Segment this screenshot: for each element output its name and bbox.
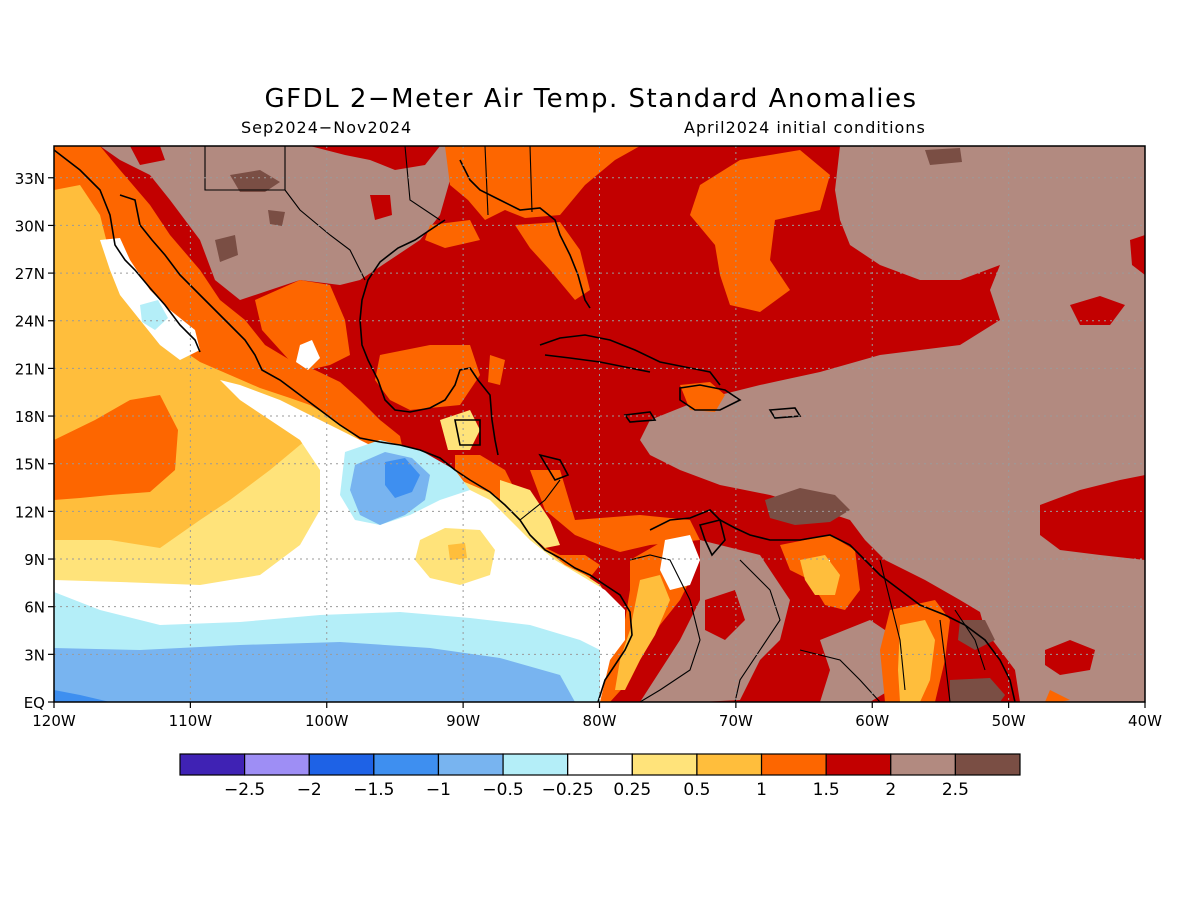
anomaly-region-us-red-2 bbox=[370, 195, 392, 220]
anomaly-region-sa-brown-east bbox=[820, 620, 900, 702]
anomaly-region-pacific-orange-dot bbox=[448, 543, 467, 560]
colorbar-swatch bbox=[244, 753, 310, 776]
anomaly-region-atlantic-red-streak bbox=[1040, 475, 1145, 560]
lon-tick-label: 70W bbox=[719, 712, 753, 730]
colorbar-swatch bbox=[890, 753, 956, 776]
anomaly-region-sa-yellow bbox=[615, 575, 670, 690]
anomaly-region-mexico-white bbox=[296, 340, 320, 370]
lon-tick-label: 50W bbox=[992, 712, 1026, 730]
anomaly-region-ven-yellow bbox=[800, 555, 840, 595]
colorbar-swatch bbox=[373, 753, 440, 776]
lat-tick-label: 30N bbox=[15, 217, 45, 235]
forecast-period: Sep2024−Nov2024 bbox=[241, 118, 413, 137]
anomaly-region-pacific-blue-edge bbox=[54, 690, 110, 702]
lat-tick-label: 27N bbox=[15, 265, 45, 283]
lat-tick-label: 9N bbox=[24, 551, 45, 569]
political-borders bbox=[204, 146, 986, 702]
colorbar-swatch bbox=[696, 753, 763, 776]
colorbar-label: −2.5 bbox=[224, 780, 265, 800]
lon-tick-label: 40W bbox=[1128, 712, 1162, 730]
anomaly-region-sa-red-cell bbox=[705, 590, 745, 640]
anomaly-region-2.5 bbox=[215, 148, 1005, 702]
lat-tick-label: 18N bbox=[15, 408, 45, 426]
colorbar-label: 1 bbox=[756, 780, 767, 800]
lat-tick-label: 15N bbox=[15, 456, 45, 474]
lon-tick-label: 110W bbox=[169, 712, 213, 730]
colorbar-swatch bbox=[437, 753, 504, 776]
anomaly-region-atlantic-red-cell bbox=[1070, 296, 1125, 325]
anomaly-region-gulf-tehuantepec-deepblue bbox=[385, 458, 420, 498]
lon-tick-label: 90W bbox=[446, 712, 480, 730]
anomaly-region-atlantic-brown bbox=[640, 146, 1145, 702]
anomaly-region-pacific-blue bbox=[54, 642, 575, 702]
colorbar-label: −2 bbox=[297, 780, 322, 800]
colorbar-swatch bbox=[567, 753, 633, 776]
lat-tick-label: 3N bbox=[24, 646, 45, 664]
coastlines bbox=[54, 149, 1016, 702]
colorbar-label: −1 bbox=[426, 780, 451, 800]
colorbar-label: 2.5 bbox=[942, 780, 969, 800]
lat-tick-label: 33N bbox=[15, 170, 45, 188]
lat-tick-label: 12N bbox=[15, 503, 45, 521]
anomaly-region-ca-white bbox=[660, 535, 700, 590]
anomaly-region-pacific-orange-cell bbox=[54, 395, 178, 500]
colorbar: −2.5 −2 −1.5 −1 −0.5 −0.25 0.25 0.5 1 1.5 2 2.5 bbox=[179, 753, 1021, 800]
colorbar-label: 1.5 bbox=[813, 780, 840, 800]
colorbar-swatch bbox=[308, 753, 375, 776]
colorbar-label: −1.5 bbox=[353, 780, 394, 800]
lat-tick-label: 21N bbox=[15, 360, 45, 378]
lat-tick-label: EQ bbox=[24, 694, 45, 712]
colorbar-swatch bbox=[631, 753, 698, 776]
colorbar-swatch bbox=[954, 753, 1021, 776]
colorbar-label: 0.5 bbox=[683, 780, 710, 800]
lon-tick-label: 120W bbox=[32, 712, 76, 730]
colorbar-swatch bbox=[502, 753, 569, 776]
colorbar-swatch bbox=[825, 753, 892, 776]
anomaly-region-us-red bbox=[310, 146, 440, 170]
anomaly-region-ca-yellow-2 bbox=[500, 480, 560, 548]
colorbar-label: 0.25 bbox=[613, 780, 651, 800]
anomaly-region-atlantic-red-cell-2 bbox=[1130, 235, 1145, 275]
lon-tick-label: 100W bbox=[305, 712, 349, 730]
colorbar-label: 2 bbox=[885, 780, 896, 800]
lat-tick-label: 6N bbox=[24, 599, 45, 617]
colorbar-label: −0.25 bbox=[542, 780, 594, 800]
anomaly-region-atlantic-red-cell-3 bbox=[1045, 640, 1095, 675]
colorbar-label: −0.5 bbox=[482, 780, 523, 800]
anomaly-region-baja-lightblue bbox=[140, 300, 168, 330]
colorbar-swatch bbox=[760, 753, 827, 776]
lon-tick-label: 60W bbox=[855, 712, 889, 730]
graticule bbox=[54, 146, 1145, 702]
initial-conditions: April2024 initial conditions bbox=[684, 118, 926, 137]
anomaly-region-baja-white bbox=[100, 238, 200, 360]
lon-tick-label: 80W bbox=[583, 712, 617, 730]
anomaly-region-us-red-3 bbox=[130, 146, 165, 165]
colorbar-swatch bbox=[179, 753, 246, 776]
axis-ticks: 120W 110W 100W 90W 80W 70W 60W 50W 40W EQ 3N 6N 9N 12… bbox=[15, 170, 1162, 730]
map-title: GFDL 2−Meter Air Temp. Standard Anomalie… bbox=[264, 84, 918, 114]
lat-tick-label: 24N bbox=[15, 313, 45, 331]
anomaly-field bbox=[54, 146, 1145, 702]
anomaly-region-guiana-yellow bbox=[898, 620, 935, 702]
